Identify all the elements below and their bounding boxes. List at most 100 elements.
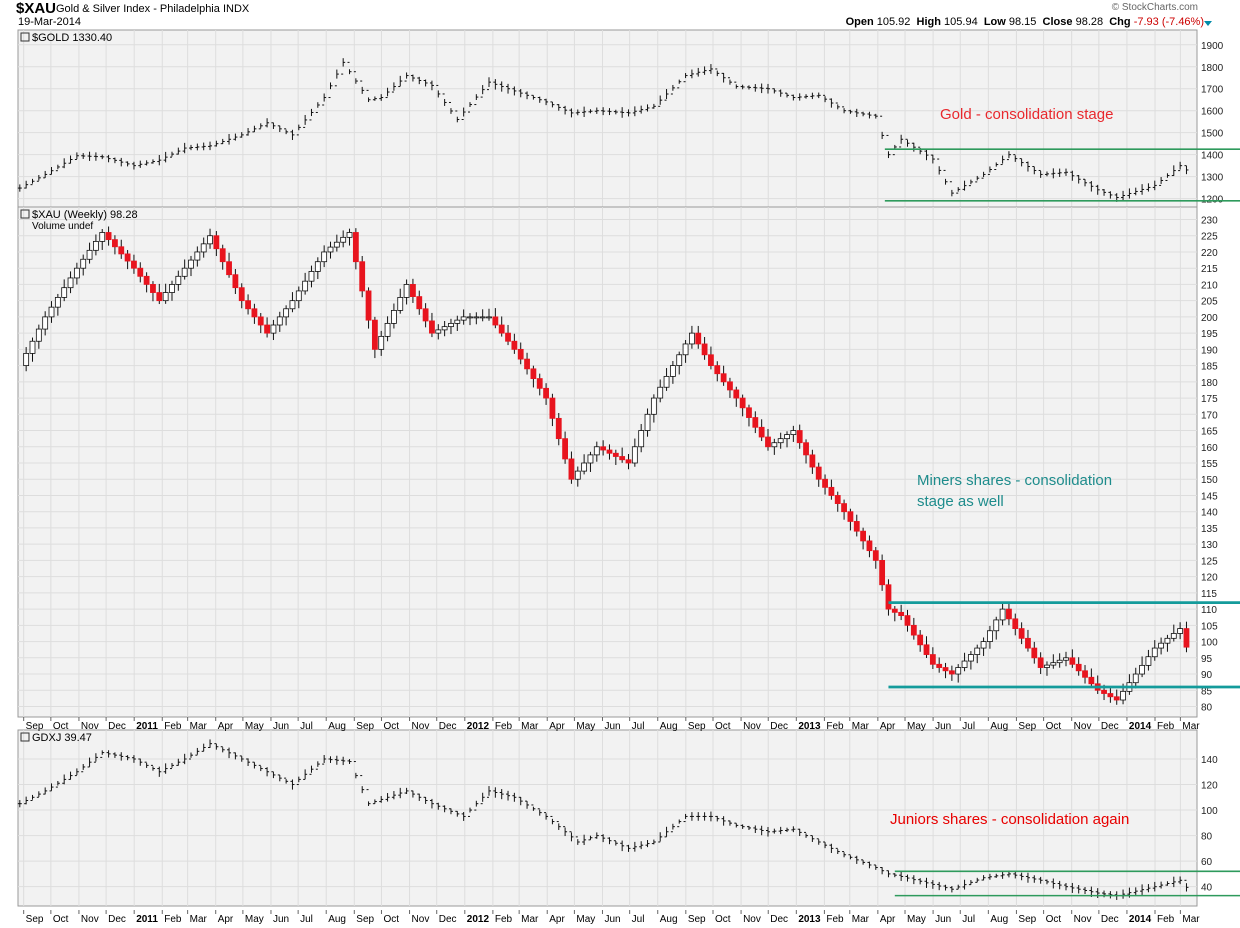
candle-body [213,235,220,250]
annotation-line-1: Miners shares - consolidation [917,472,1112,489]
candle-body [1050,662,1057,666]
candle-body [669,365,676,377]
x-tick-label: Jul [962,721,975,732]
x-tick-label: Nov [743,721,761,732]
x-tick-label: Nov [743,914,761,925]
x-tick-label: Mar [852,914,870,925]
candle-body [581,462,588,472]
x-tick-label: 2013 [798,914,821,925]
candle-body [917,634,924,646]
candle-body [708,354,714,366]
y-tick-label: 140 [1201,508,1218,519]
candle-body [689,332,695,345]
candle-body [1151,647,1158,658]
y-tick-label: 210 [1201,280,1218,291]
candle-body [29,340,36,354]
pane-title: $GOLD 1330.40 [32,32,112,44]
chart-header: $XAU Gold & Silver Index - Philadelphia … [0,0,1240,30]
y-tick-label: 165 [1201,427,1218,438]
candle-body [403,284,410,298]
y-tick-label: 135 [1201,524,1218,535]
x-tick-label: Dec [439,914,457,925]
candle-body [1006,608,1012,620]
candle-body [73,267,80,279]
candle-body [733,389,740,399]
x-tick-label: Mar [1182,721,1200,732]
candle-body [1063,657,1069,661]
candle-body [226,261,232,276]
candle-body [860,530,867,542]
y-tick-label: 190 [1201,345,1218,356]
candle-body [346,232,353,238]
candle-body [397,297,404,311]
candle-body [663,376,670,388]
x-tick-label: Mar [521,721,539,732]
candle-body [625,459,632,464]
x-tick-label: 2011 [136,914,158,925]
candle-body [162,292,169,302]
y-tick-label: 80 [1201,703,1213,714]
y-tick-label: 215 [1201,264,1218,275]
pane-2: 80 85 90 95 100 105 110 115 120 125 130 135 140 145 15… [17,206,1240,718]
x-tick-label: May [907,914,926,925]
y-tick-label: 1600 [1201,107,1224,118]
candle-body [283,308,290,318]
candle-body [1018,628,1025,639]
candle-body [841,503,847,513]
candle-body [961,660,968,668]
x-tick-label: Feb [1157,914,1175,925]
candle-body [181,267,188,277]
candle-body [1170,633,1177,639]
pane-title-icon [20,209,30,219]
x-tick-label: Apr [218,721,234,732]
candle-body [448,322,454,328]
y-tick-label: 1800 [1201,63,1224,74]
candle-body [847,511,854,522]
y-tick-label: 95 [1201,654,1213,665]
candle-body [650,397,657,415]
symbol-name: Gold & Silver Index - Philadelphia INDX [56,3,249,15]
x-tick-label: Oct [53,721,69,732]
candle-body [612,452,619,457]
candle-body [150,284,156,293]
pane-title: $XAU (Weekly) 98.28 [32,209,138,221]
candle-body [606,449,613,454]
candle-body [530,368,537,379]
candle-body [555,417,562,440]
candle-body [1145,656,1152,666]
chg-down-arrow-icon[interactable] [1204,21,1212,26]
candle-body [143,275,150,285]
x-tick-label: Jul [300,914,313,925]
candle-body [1164,637,1171,644]
candle-body [1056,659,1063,664]
y-tick-label: 180 [1201,378,1218,389]
chg-label: Chg [1109,16,1131,28]
candle-body [746,407,752,418]
candle-body [765,436,771,448]
pane-background [17,206,1198,718]
candle-body [245,300,251,310]
candle-body [207,235,213,245]
candle-body [1113,696,1120,701]
symbol: $XAU [16,0,57,17]
candle-body [676,354,683,366]
candle-body [549,397,556,419]
candle-body [872,550,879,561]
x-tick-label: Dec [770,721,788,732]
candle-body [967,654,974,662]
candle-body [257,316,264,326]
y-tick-label: 175 [1201,394,1218,405]
candle-body [999,608,1006,621]
x-tick-label: Feb [826,721,844,732]
candle-body [1075,663,1082,672]
candle-body [587,454,594,464]
candle-body [720,373,727,383]
candle-body [118,246,125,255]
candle-body [1012,618,1019,629]
x-tick-label: Jun [273,914,289,925]
candle-body [314,261,321,272]
y-tick-label: 200 [1201,313,1218,324]
watermark: © StockCharts.com [1111,2,1198,13]
high-label: High [916,16,941,28]
pane-1: 12001300140015001600170018001900$GOLD 13… [17,29,1240,208]
